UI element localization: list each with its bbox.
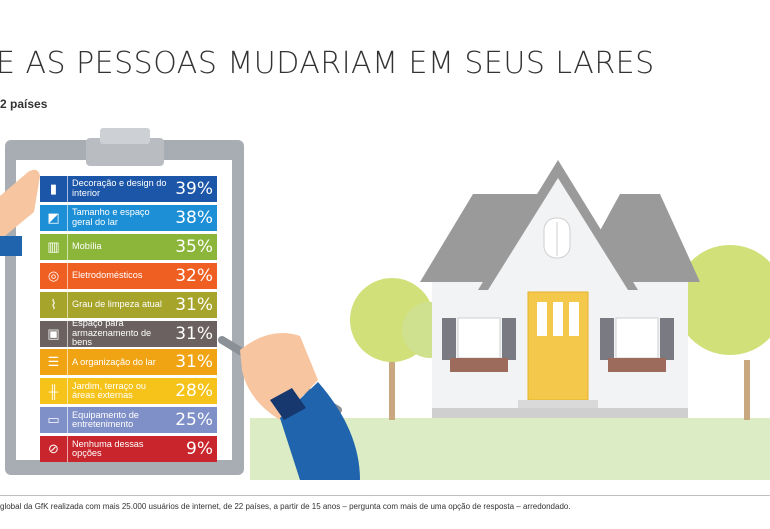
fence-icon: ╫ — [40, 378, 68, 405]
bar-row: ╫ Jardim, terraço ou áreas externas 28% — [40, 378, 217, 405]
value-label: 25% — [175, 410, 213, 431]
washing-machine-icon: ◎ — [40, 262, 68, 289]
value-label: 9% — [186, 439, 213, 460]
house — [420, 160, 700, 418]
subtitle: 2 países — [0, 97, 48, 111]
category-label: Mobília — [72, 241, 102, 251]
tree-right — [675, 245, 770, 420]
category-label: Tamanho e espaço geral do lar — [72, 207, 150, 227]
bar-row: ◩ Tamanho e espaço geral do lar 38% — [40, 204, 217, 231]
value-label: 39% — [175, 179, 213, 199]
divider — [0, 495, 770, 496]
tv-icon: ▭ — [40, 407, 68, 434]
no-icon: ⊘ — [40, 436, 68, 463]
bar-row: ☰ A organização do lar 31% — [40, 349, 217, 376]
category-label: Equipamento de entretenimento — [72, 409, 139, 430]
bar-row: ◎ Eletrodomésticos 32% — [40, 262, 217, 289]
category-label: Espaço para armazenamento de bens — [72, 318, 152, 348]
value-label: 38% — [175, 207, 213, 228]
left-hand — [0, 169, 40, 256]
bar-row: ⌇ Grau de limpeza atual 31% — [40, 291, 217, 318]
category-label: Grau de limpeza atual — [72, 298, 162, 309]
drawer-icon: ☰ — [40, 349, 68, 376]
page-title: E AS PESSOAS MUDARIAM EM SEUS LARES — [0, 46, 655, 81]
value-label: 31% — [175, 294, 213, 315]
bar-row: ▣ Espaço para armazenamento de bens 31% — [40, 318, 217, 348]
value-label: 32% — [175, 265, 213, 286]
category-label: Eletrodomésticos — [72, 269, 143, 280]
paint-roller-icon: ▮ — [40, 176, 68, 202]
mop-icon: ⌇ — [40, 291, 68, 318]
value-label: 28% — [175, 381, 213, 402]
category-label: Decoração e design do interior — [72, 178, 167, 198]
writing-hand — [218, 333, 360, 480]
bar-row: ▥ Mobília 35% — [40, 233, 217, 260]
resize-icon: ◩ — [40, 204, 68, 231]
category-label: Jardim, terraço ou áreas externas — [72, 380, 147, 401]
bar-row: ▭ Equipamento de entretenimento 25% — [40, 407, 217, 434]
bar-row: ▮ Decoração e design do interior 39% — [40, 176, 217, 202]
bar-row: ⊘ Nenhuma dessas opções 9% — [40, 436, 217, 463]
value-label: 31% — [175, 323, 213, 344]
storage-box-icon: ▣ — [40, 320, 68, 347]
category-label: Nenhuma dessas opções — [72, 438, 144, 459]
value-label: 31% — [175, 352, 213, 373]
footnote: global da GfK realizada com mais 25.000 … — [0, 502, 571, 511]
category-label: A organização do lar — [72, 356, 156, 367]
value-label: 35% — [175, 236, 213, 257]
cabinet-icon: ▥ — [40, 233, 68, 260]
